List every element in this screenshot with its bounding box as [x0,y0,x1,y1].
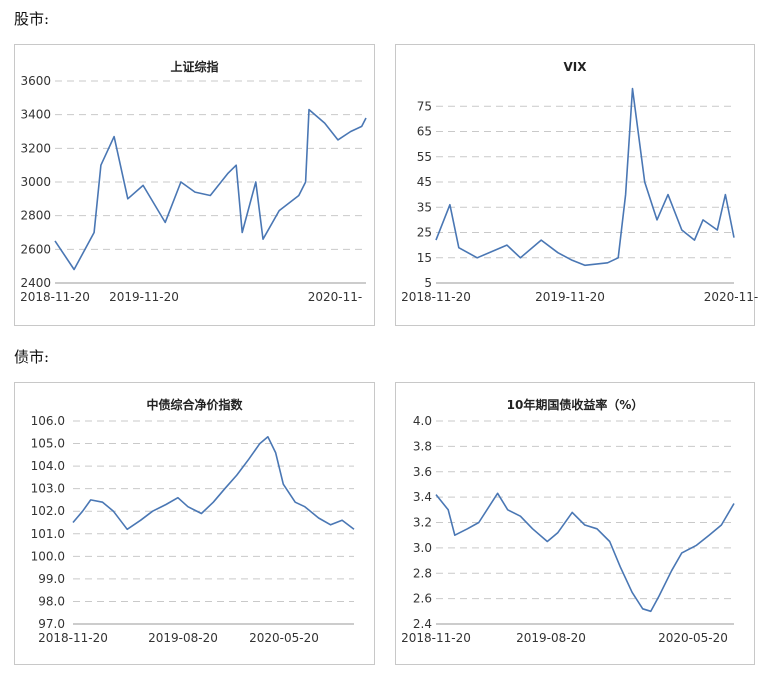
treasury-yield-chart-panel: 10年期国债收益率（%） 2.4 2.6 2.8 3.0 3.2 3.4 3.6 3.8 4.0 2… [395,382,755,665]
y-tick-label: 3400 [20,108,51,122]
series-line [435,492,735,613]
y-tick-label: 97.0 [38,617,65,631]
y-tick-label: 100.0 [31,549,65,563]
x-tick-label: 2020-11- [308,290,362,304]
vix-chart: VIX 5 15 25 35 45 55 65 75 2018-11-20 2019-11-20 20… [401,60,758,304]
y-tick-label: 3200 [20,141,51,155]
y-tick-label: 3.2 [413,516,432,530]
treasury-10y-yield-chart: 10年期国债收益率（%） 2.4 2.6 2.8 3.0 3.2 3.4 3.6 3.8 4.0 2… [401,397,735,645]
y-tick-label: 2600 [20,242,51,256]
series-line [435,87,735,267]
y-tick-label: 101.0 [31,527,65,541]
y-tick-label: 105.0 [31,437,65,451]
y-tick-label: 3.0 [413,541,432,555]
chart-title: 上证综指 [170,59,218,74]
chart-title: 中债综合净价指数 [146,397,243,412]
y-tick-label: 3600 [20,74,51,88]
y-tick-label: 3000 [20,175,51,189]
y-tick-label: 55 [417,150,432,164]
series-line [72,435,355,531]
x-tick-label: 2018-11-20 [38,631,108,645]
chart-title: 10年期国债收益率（%） [507,397,644,412]
y-tick-label: 4.0 [413,414,432,428]
y-tick-label: 75 [417,99,432,113]
y-tick-label: 102.0 [31,504,65,518]
x-tick-label: 2019-08-20 [516,631,586,645]
x-tick-label: 2019-11-20 [535,290,605,304]
y-tick-label: 25 [417,226,432,240]
y-tick-label: 35 [417,200,432,214]
bond-net-price-index-chart: 中债综合净价指数 97.0 98.0 99.0 100.0 101.0 102.0 103.0… [31,397,355,645]
y-tick-label: 2.4 [413,617,432,631]
y-tick-label: 106.0 [31,414,65,428]
y-tick-label: 99.0 [38,572,65,586]
x-tick-label: 2019-11-20 [109,290,179,304]
y-tick-label: 2800 [20,209,51,223]
bond-index-chart-panel: 中债综合净价指数 97.0 98.0 99.0 100.0 101.0 102.0 103.0… [14,382,375,665]
bonds-section-label: 债市: [14,348,50,366]
y-tick-label: 65 [417,125,432,139]
y-tick-label: 104.0 [31,459,65,473]
y-tick-label: 3.8 [413,439,432,453]
sse-composite-chart: 上证综指 2400 2600 2800 3000 3200 3400 3600 2018-11-… [20,59,367,304]
y-tick-label: 2.6 [413,592,432,606]
chart-title: VIX [563,60,587,74]
y-tick-label: 3.4 [413,490,432,504]
x-tick-label: 2019-08-20 [148,631,218,645]
x-tick-label: 2020-05-20 [658,631,728,645]
stocks-section-label: 股市: [14,10,50,28]
x-tick-label: 2018-11-20 [401,290,471,304]
y-tick-label: 15 [417,251,432,265]
y-tick-label: 3.6 [413,465,432,479]
x-tick-label: 2018-11-20 [20,290,90,304]
y-tick-label: 5 [424,276,432,290]
x-tick-label: 2018-11-20 [401,631,471,645]
sse-composite-chart-panel: 上证综指 2400 2600 2800 3000 3200 3400 3600 2018-11-… [14,44,375,326]
y-tick-label: 45 [417,175,432,189]
y-tick-label: 2400 [20,276,51,290]
x-tick-label: 2020-05-20 [249,631,319,645]
y-tick-label: 103.0 [31,482,65,496]
y-tick-label: 98.0 [38,594,65,608]
vix-chart-panel: VIX 5 15 25 35 45 55 65 75 2018-11-20 2019-11-20 20… [395,44,758,326]
series-line [54,108,367,271]
x-tick-label: 2020-11- [704,290,758,304]
y-tick-label: 2.8 [413,566,432,580]
